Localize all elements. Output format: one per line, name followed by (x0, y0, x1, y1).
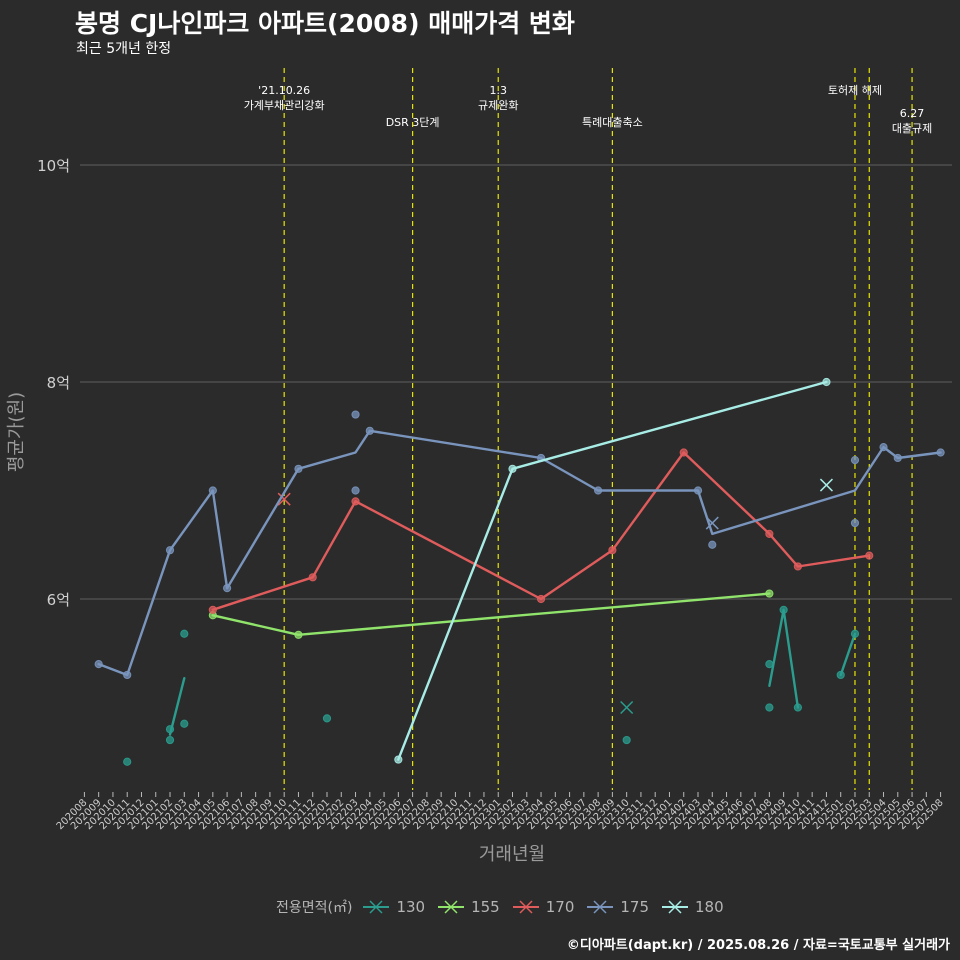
series-130-point (180, 629, 189, 638)
series-130-point (850, 629, 860, 638)
series-130-line (839, 632, 857, 677)
cross-stroke (620, 700, 634, 715)
legend-key-icon (662, 900, 689, 914)
source-caption: ©디아파트(dapt.kr) / 2025.08.26 / 자료=국토교통부 실… (566, 938, 950, 953)
series-130-cross-marker (620, 700, 634, 715)
y-tick-label: 8억 (47, 374, 70, 392)
event-label: '21.10.26 (258, 84, 310, 97)
series-180-point (822, 377, 831, 387)
legend-label: 175 (620, 898, 650, 916)
series-175-point (294, 464, 303, 473)
legend-key-icon (512, 900, 539, 914)
series-180-cross-marker (819, 478, 833, 492)
legend-title: 전용면적(㎡) (276, 900, 353, 916)
series-130-point (779, 605, 788, 614)
series-175-point (879, 443, 888, 452)
legend-label: 180 (695, 898, 724, 916)
x-axis-title: 거래년월 (479, 844, 545, 865)
series-130-point (322, 714, 332, 723)
series-130-point (765, 660, 774, 669)
series-170-point (536, 594, 546, 604)
series-170-point (608, 546, 617, 555)
series-130-line (168, 677, 186, 736)
series-175-point (893, 453, 902, 463)
legend-item-130: 130 (362, 897, 425, 917)
event-label: 6.27 (900, 107, 925, 120)
y-tick-label: 10억 (37, 157, 70, 175)
event-label: 토허제 해제 (828, 83, 882, 97)
legend-key-icon (438, 900, 465, 914)
series-130-point (836, 670, 845, 680)
series-175-point (123, 670, 132, 680)
event-label: 1.3 (489, 84, 507, 97)
series-175-point (708, 540, 717, 549)
series-155-point (765, 589, 774, 598)
legend-item-170: 170 (512, 897, 575, 917)
series-175-point (936, 448, 945, 457)
event-label: 규제완화 (478, 99, 518, 112)
legend-label: 155 (471, 898, 500, 916)
series-175-point (850, 456, 860, 465)
series-130-point (123, 757, 132, 766)
series-155-line (211, 592, 771, 636)
event-label: DSR 3단계 (386, 116, 440, 129)
legend-item-155: 155 (437, 897, 500, 917)
series-170-cross-marker (277, 492, 291, 506)
cross-stroke (277, 492, 291, 506)
series-175-point (351, 410, 360, 419)
series-130-point (165, 725, 175, 734)
series-170-point (679, 448, 688, 457)
series-175-point (223, 584, 232, 593)
event-label: 대출규제 (892, 122, 932, 135)
legend-item-175: 175 (586, 897, 649, 917)
page-subtitle: 최근 5개년 한정 (76, 41, 172, 57)
legend-key-icon (587, 900, 614, 914)
series-175-cross-marker (705, 516, 719, 530)
event-label: 특례대출축소 (582, 116, 643, 129)
series-155-point (294, 630, 303, 639)
series-130-line (768, 608, 800, 709)
series-175-point (94, 660, 103, 669)
series-170-point (351, 497, 360, 506)
series-130-point (622, 735, 631, 745)
series-175-point (208, 486, 217, 495)
page-title: 봉명 CJ나인파크 아파트(2008) 매매가격 변화 (75, 9, 575, 38)
series-175-point (351, 486, 360, 495)
legend-key-icon (363, 900, 390, 914)
series-170-point (308, 573, 317, 582)
series-130-point (180, 719, 189, 728)
event-label: 가계부채관리강화 (244, 99, 325, 112)
legend-label: 130 (396, 898, 426, 916)
legend-items: 130 155 170 175 180 (362, 897, 735, 917)
series-180-point (394, 755, 403, 764)
series-130-point (165, 735, 175, 745)
y-axis-title: 평균가(원) (6, 392, 27, 472)
legend-label: 170 (545, 898, 575, 916)
series-180-point (508, 464, 517, 473)
series-130-point (793, 703, 803, 712)
series-175-line (97, 429, 942, 677)
y-tick-label: 6억 (47, 591, 70, 609)
series-170-point (793, 562, 803, 571)
legend-item-180: 180 (661, 897, 724, 917)
series-175-point (165, 546, 175, 555)
series-175-point (850, 518, 860, 528)
series-175-point (693, 486, 703, 495)
series-175-point (594, 486, 603, 495)
cross-stroke (819, 478, 833, 492)
legend: 전용면적(㎡) 130 155 170 175 180 (276, 896, 736, 918)
series-175-point (365, 426, 374, 435)
series-170-point (208, 605, 217, 614)
cross-stroke (705, 516, 719, 530)
series-170-point (865, 551, 874, 560)
series-130-point (765, 703, 774, 712)
series-170-point (765, 529, 774, 539)
